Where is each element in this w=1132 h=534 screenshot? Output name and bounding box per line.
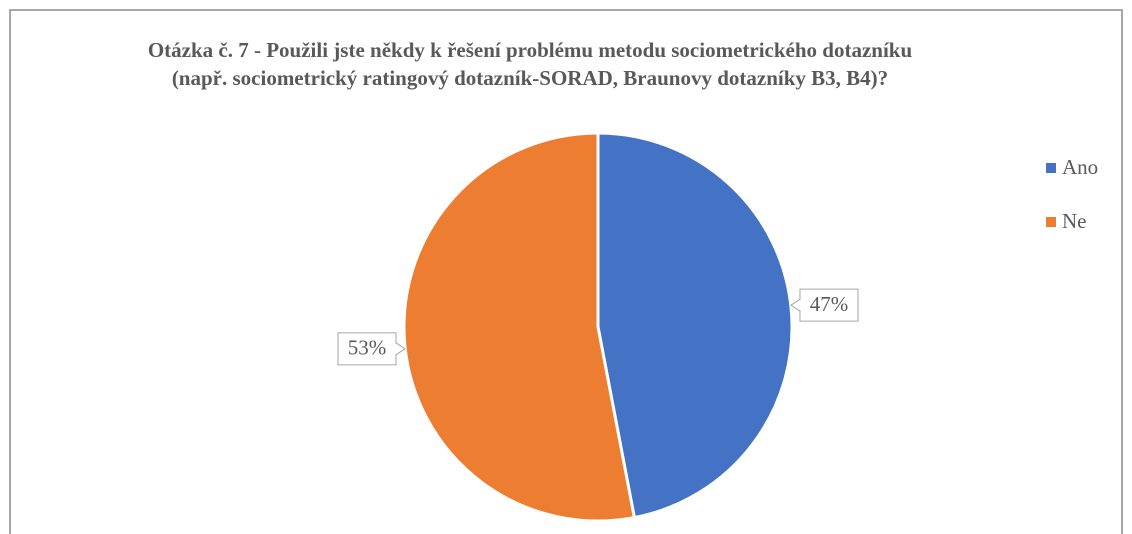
- legend-marker: [1046, 217, 1056, 227]
- legend-label: Ano: [1062, 155, 1098, 179]
- legend-label: Ne: [1062, 209, 1087, 233]
- data-label-box: [337, 332, 406, 366]
- legend-marker: [1046, 163, 1056, 173]
- chart-title: Otázka č. 7 - Použili jste někdy k řešen…: [147, 38, 913, 90]
- data-label: 53%: [348, 336, 387, 360]
- data-label-box: [790, 288, 859, 322]
- pie-slice: [402, 131, 637, 523]
- pie-slice: [596, 131, 794, 520]
- data-label: 47%: [810, 292, 849, 316]
- frame: [9, 9, 1123, 534]
